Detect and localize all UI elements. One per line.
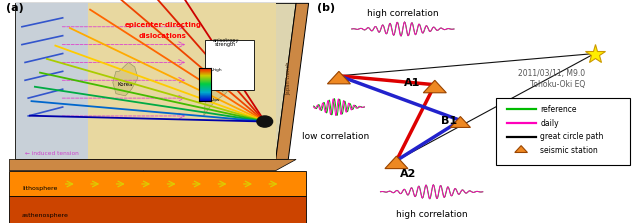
Text: A1: A1 — [404, 78, 420, 88]
Polygon shape — [423, 80, 446, 93]
Bar — [9, 171, 306, 196]
Polygon shape — [276, 3, 309, 159]
Bar — [9, 196, 306, 223]
Text: Japan trench: Japan trench — [287, 61, 292, 95]
Polygon shape — [113, 62, 138, 96]
Text: 2011/03/11, M9.0
Tohoku-Oki EQ: 2011/03/11, M9.0 Tohoku-Oki EQ — [518, 69, 585, 89]
Text: anisotropy: anisotropy — [212, 39, 239, 43]
Text: low correlation: low correlation — [302, 132, 369, 140]
Text: lithosphere: lithosphere — [22, 186, 58, 191]
Polygon shape — [204, 51, 244, 116]
Text: great circle path: great circle path — [541, 132, 604, 141]
Polygon shape — [327, 71, 351, 84]
Polygon shape — [9, 159, 296, 171]
Polygon shape — [88, 3, 276, 159]
Text: seismic station: seismic station — [541, 146, 598, 155]
Text: (b): (b) — [316, 3, 335, 13]
Polygon shape — [16, 3, 296, 159]
Text: high correlation: high correlation — [396, 210, 467, 219]
Text: daily: daily — [541, 119, 559, 128]
Text: strength: strength — [215, 42, 236, 47]
Polygon shape — [385, 156, 408, 169]
FancyBboxPatch shape — [496, 98, 630, 165]
Text: Korea: Korea — [118, 82, 133, 87]
Text: coseismic and postseismic dislocations: coseismic and postseismic dislocations — [99, 166, 215, 171]
Text: asthenosphere: asthenosphere — [22, 213, 69, 218]
Polygon shape — [450, 116, 470, 128]
Text: B1: B1 — [441, 116, 457, 126]
Circle shape — [257, 116, 273, 127]
Text: Japan: Japan — [218, 87, 234, 92]
Polygon shape — [16, 3, 88, 159]
Text: A2: A2 — [399, 169, 416, 180]
Polygon shape — [515, 146, 527, 153]
Text: epicenter-directing: epicenter-directing — [125, 22, 201, 28]
Text: (a): (a) — [6, 3, 24, 13]
Text: high correlation: high correlation — [367, 9, 439, 18]
Text: ← induced tension: ← induced tension — [25, 151, 79, 156]
Text: dislocations: dislocations — [139, 33, 187, 39]
FancyBboxPatch shape — [205, 40, 254, 90]
Text: reference: reference — [541, 105, 577, 114]
